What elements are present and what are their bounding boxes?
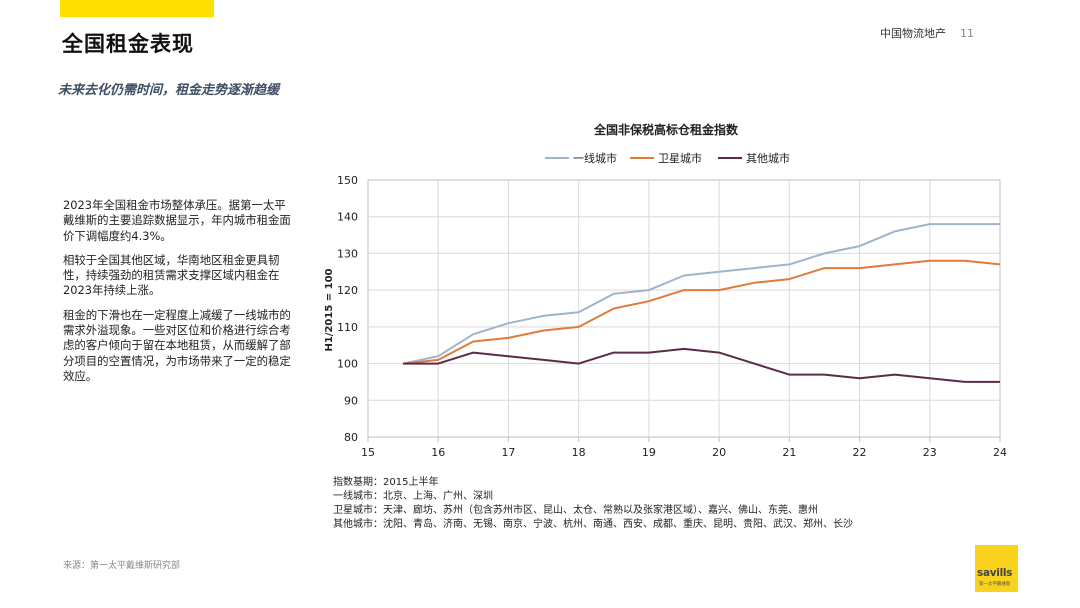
logo-word: savills — [977, 567, 1013, 579]
x-tick-label: 23 — [923, 446, 937, 459]
section-name: 中国物流地产 — [880, 27, 946, 40]
chart-notes: 指数基期：2015上半年 一线城市：北京、上海、广州、深圳 卫星城市：天津、廊坊… — [333, 476, 853, 532]
x-tick-label: 19 — [642, 446, 656, 459]
savills-logo: savills 第一太平戴维斯 — [975, 545, 1018, 592]
gridlines — [368, 180, 1000, 437]
y-tick-label: 130 — [337, 247, 358, 260]
commentary-paragraph: 2023年全国租金市场整体承压。据第一太平戴维斯的主要追踪数据显示，年内城市租金… — [63, 198, 291, 243]
legend-label: 其他城市 — [746, 151, 790, 165]
y-tick-label: 80 — [344, 431, 358, 444]
commentary-paragraph: 相较于全国其他区域，华南地区租金更具韧性，持续强劲的租赁需求支撑区域内租金在20… — [63, 252, 280, 298]
header-section-label: 中国物流地产 11 — [880, 25, 974, 41]
note-base-period: 指数基期：2015上半年 — [333, 477, 439, 488]
note-other-cities: 其他城市：沈阳、青岛、济南、无锡、南京、宁波、杭州、南通、西安、成都、重庆、昆明… — [333, 519, 853, 530]
x-axis-ticks: 15 16 17 18 19 20 21 22 23 24 — [361, 437, 1007, 459]
x-tick-label: 18 — [572, 446, 586, 459]
legend-label: 卫星城市 — [658, 151, 702, 165]
y-axis-ticks: 80 90 100 110 120 130 140 150 — [337, 174, 358, 444]
series-line-其他城市 — [403, 347, 1000, 383]
y-tick-label: 150 — [337, 174, 358, 187]
page-title: 全国租金表现 — [62, 32, 194, 56]
chart-legend: 一线城市 卫星城市 其他城市 — [545, 151, 790, 165]
logo-tagline: 第一太平戴维斯 — [979, 582, 1011, 587]
x-tick-label: 20 — [712, 446, 726, 459]
x-tick-label: 24 — [993, 446, 1007, 459]
y-axis-label: H1/2015 = 100 — [324, 268, 335, 351]
y-tick-label: 100 — [337, 358, 358, 371]
y-tick-label: 120 — [337, 284, 358, 297]
y-tick-label: 90 — [344, 394, 358, 407]
x-tick-label: 21 — [782, 446, 796, 459]
header-accent-bar — [60, 0, 214, 17]
series-lines — [402, 223, 1001, 383]
source-note: 来源：第一太平戴维斯研究部 — [63, 561, 181, 571]
series-line-卫星城市 — [402, 259, 1001, 365]
x-tick-label: 22 — [853, 446, 867, 459]
x-tick-label: 17 — [501, 446, 515, 459]
x-tick-label: 15 — [361, 446, 375, 459]
note-tier1-cities: 一线城市：北京、上海、广州、深圳 — [333, 491, 493, 502]
commentary-paragraph: 租金的下滑也在一定程度上减缓了一线城市的需求外溢现象。一些对区位和价格进行综合考… — [63, 307, 291, 383]
commentary-text: 2023年全国租金市场整体承压。据第一太平戴维斯的主要追踪数据显示，年内城市租金… — [63, 198, 295, 393]
note-satellite-cities: 卫星城市：天津、廊坊、苏州（包含苏州市区、昆山、太仓、常熟以及张家港区域）、嘉兴… — [333, 505, 818, 516]
page-subtitle: 未来去化仍需时间，租金走势逐渐趋缓 — [58, 83, 280, 98]
legend-label: 一线城市 — [573, 151, 617, 165]
y-tick-label: 140 — [337, 211, 358, 224]
rent-index-chart: 全国非保税高标仓租金指数 一线城市 卫星城市 其他城市 80 90 100 110 120 1… — [324, 122, 1007, 459]
plot-area — [367, 179, 1001, 438]
series-line-一线城市 — [402, 223, 1000, 365]
page-number: 11 — [960, 27, 974, 40]
y-tick-label: 110 — [337, 321, 358, 334]
chart-title: 全国非保税高标仓租金指数 — [593, 122, 739, 137]
x-tick-label: 16 — [431, 446, 445, 459]
